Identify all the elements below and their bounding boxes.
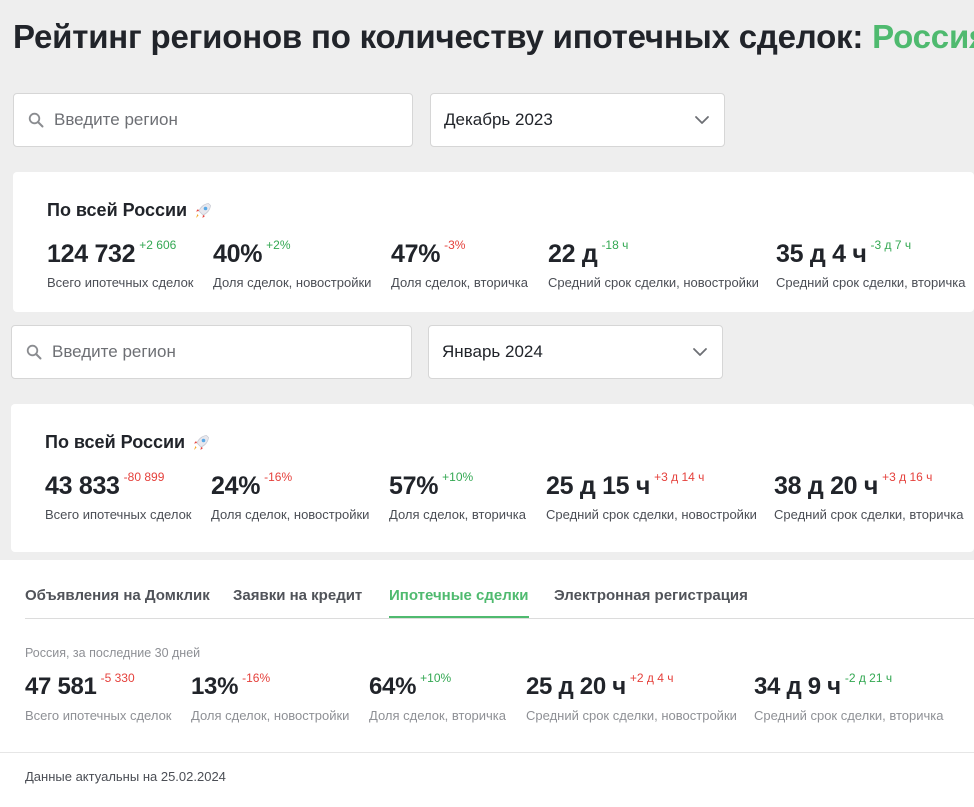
stat-term-new: 22 д -18 ч Средний срок сделки, новостройк… [548, 238, 759, 290]
stat-total-deals: 43 833 -80 899 Всего ипотечных сделок [45, 470, 192, 522]
stat-term-secondary: 35 д 4 ч -3 д 7 ч Средний срок сделки, вто… [776, 238, 966, 290]
search-placeholder: Введите регион [54, 110, 178, 129]
tab-e-registration[interactable]: Электронная регистрация [554, 587, 748, 604]
stat-delta: -5 330 [100, 671, 135, 685]
stat-delta: +2% [266, 238, 291, 252]
stat-delta: +3 д 14 ч [654, 470, 705, 484]
stat-delta: -16% [242, 671, 271, 685]
card-heading: По всей России [45, 432, 211, 453]
stat-term-new: 25 д 15 ч +3 д 14 ч Средний срок сделки, н… [546, 470, 757, 522]
stat-total-deals: 124 732 +2 606 Всего ипотечных сделок [47, 238, 194, 290]
stats-card [13, 172, 974, 312]
stat-secondary-share: 57% +10% Доля сделок, вторичка [389, 470, 527, 522]
data-date-note: Данные актуальны на 25.02.2024 [25, 769, 226, 784]
region-search-input[interactable]: Введите регион [11, 325, 412, 379]
stat-term-secondary: 34 д 9 ч -2 д 21 ч Средний срок сделки, вт… [754, 671, 944, 723]
footer-divider [0, 752, 974, 753]
stat-delta: -18 ч [601, 238, 629, 252]
stats-card [11, 404, 974, 552]
stat-secondary-share: 64% +10% Доля сделок, вторичка [369, 671, 507, 723]
period-select[interactable]: Январь 2024 [428, 325, 723, 379]
stat-total-deals: 47 581 -5 330 Всего ипотечных сделок [25, 671, 172, 723]
stat-delta: +2 606 [139, 238, 177, 252]
period-caption: Россия, за последние 30 дней [25, 646, 201, 660]
region-search-input[interactable]: Введите регион [13, 93, 413, 147]
search-placeholder: Введите регион [52, 342, 176, 361]
search-icon [28, 112, 44, 128]
page-title: Рейтинг регионов по количеству ипотечных… [13, 18, 974, 56]
stat-delta: -16% [264, 470, 293, 484]
stat-new-share: 40% +2% Доля сделок, новостройки [213, 238, 372, 290]
period-value: Январь 2024 [442, 342, 543, 361]
stat-delta: -3 д 7 ч [870, 238, 912, 252]
search-icon [26, 344, 42, 360]
tab-listings[interactable]: Объявления на Домклик [25, 587, 210, 604]
rocket-icon [194, 434, 210, 450]
chevron-down-icon [695, 116, 709, 124]
tab-mortgage-deals[interactable]: Ипотечные сделки [389, 587, 529, 618]
rocket-icon [196, 202, 212, 218]
stat-delta: -80 899 [123, 470, 165, 484]
stat-new-share: 13% -16% Доля сделок, новостройки [191, 671, 350, 723]
stat-delta: +10% [420, 671, 452, 685]
title-region: Россия [872, 18, 974, 55]
stat-delta: +3 д 16 ч [882, 470, 933, 484]
stat-term-secondary: 38 д 20 ч +3 д 16 ч Средний срок сделки, в… [774, 470, 964, 522]
tab-credit-applications[interactable]: Заявки на кредит [233, 587, 363, 604]
stat-term-new: 25 д 20 ч +2 д 4 ч Средний срок сделки, но… [526, 671, 737, 723]
tabs-divider [25, 618, 974, 619]
period-value: Декабрь 2023 [444, 110, 553, 129]
period-select[interactable]: Декабрь 2023 [430, 93, 725, 147]
stat-delta: +10% [442, 470, 474, 484]
stat-new-share: 24% -16% Доля сделок, новостройки [211, 470, 370, 522]
stat-delta: -2 д 21 ч [844, 671, 893, 685]
section-tabs: Объявления на Домклик Заявки на кредит И… [0, 560, 974, 620]
chevron-down-icon [693, 348, 707, 356]
card-heading: По всей России [47, 200, 213, 221]
stat-secondary-share: 47% -3% Доля сделок, вторичка [391, 238, 529, 290]
stat-delta: -3% [444, 238, 466, 252]
stat-delta: +2 д 4 ч [629, 671, 674, 685]
